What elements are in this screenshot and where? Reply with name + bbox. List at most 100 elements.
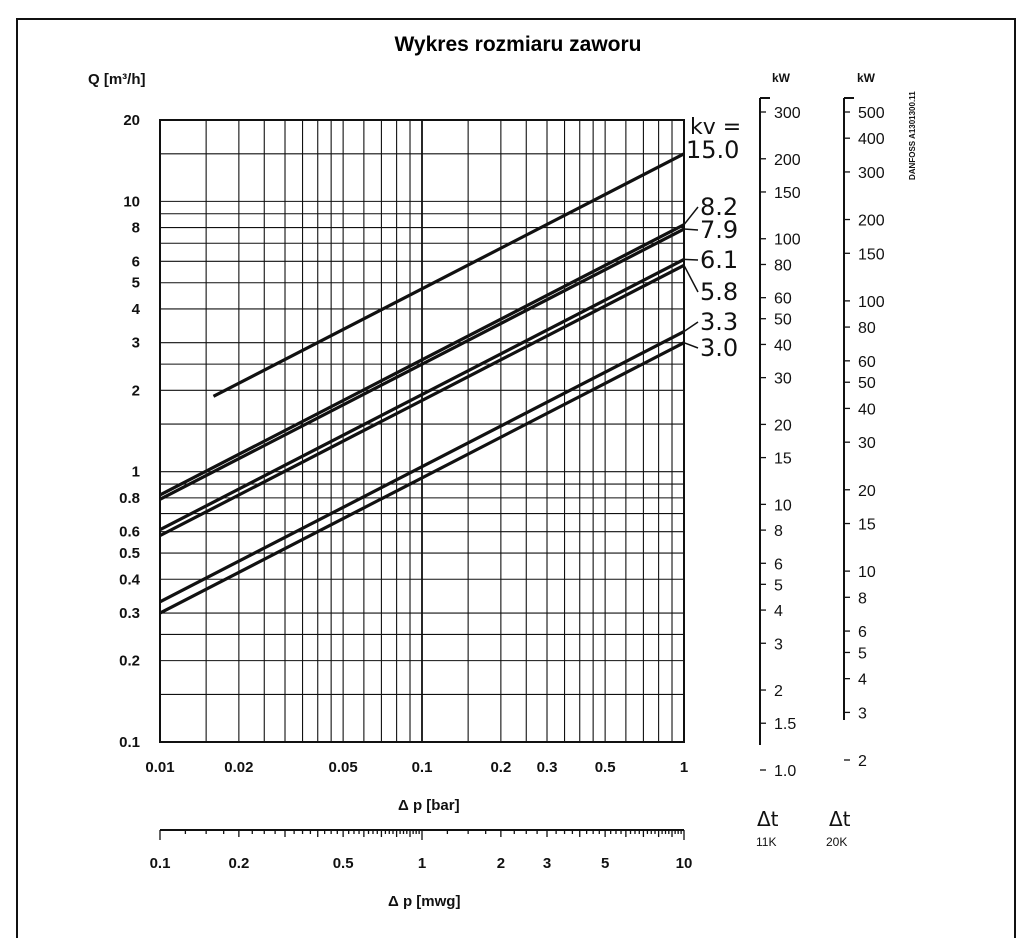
x-tick-label: 0.1: [412, 759, 433, 776]
x2-tick-label: 3: [543, 855, 551, 872]
kw20-tick-label: 60: [858, 354, 876, 371]
kv-leader: [683, 228, 699, 231]
kv-label: 7.9: [700, 216, 738, 244]
kv-line-5.8: [159, 263, 685, 538]
kw11-tick-label: 80: [774, 257, 792, 274]
kw11-tick-label: 30: [774, 371, 792, 388]
kv-line-15.0: [212, 152, 685, 398]
kw11-tick-label: 50: [774, 312, 792, 329]
kw11-tick-label: 150: [774, 185, 801, 202]
y-tick-label: 3: [132, 335, 140, 352]
x-tick-label: 0.5: [595, 759, 616, 776]
kw20-tick-label: 10: [858, 564, 876, 581]
kv-label: 8.2: [700, 193, 738, 221]
kv-leader: [683, 264, 699, 293]
y-tick-label: 8: [132, 220, 140, 237]
delta-20k: Δt: [829, 807, 851, 831]
kw11-tick-label: 8: [774, 523, 783, 540]
kw-label-11k: kW: [772, 71, 791, 85]
x-tick-label: 0.3: [537, 759, 558, 776]
kw20-tick-label: 500: [858, 105, 885, 122]
y-tick-label: 6: [132, 253, 140, 270]
y-tick-label: 20: [123, 112, 140, 129]
y-tick-label: 4: [132, 301, 141, 318]
kv-label: 6.1: [700, 246, 738, 274]
x-tick-label: 1: [680, 759, 688, 776]
delta-11k-sub: 11K: [756, 835, 776, 849]
x2-tick-label: 5: [601, 855, 609, 872]
kw20-tick-label: 20: [858, 483, 876, 500]
y-tick-label: 0.1: [119, 734, 140, 751]
kw11-tick-label: 15: [774, 451, 792, 468]
kv-label: 5.8: [700, 278, 738, 306]
y-tick-label: 0.5: [119, 545, 140, 562]
kw11-tick-label: 2: [774, 683, 783, 700]
kw20-tick-label: 100: [858, 294, 885, 311]
kv-line-6.1: [159, 257, 685, 532]
y-tick-label: 10: [123, 193, 140, 210]
kw20-tick-label: 15: [858, 517, 876, 534]
kw20-tick-label: 300: [858, 165, 885, 182]
x2-tick-label: 0.2: [228, 855, 249, 872]
kw20-tick-label: 80: [858, 320, 876, 337]
kw20-tick-label: 40: [858, 401, 876, 418]
kv-header: kv =: [690, 115, 741, 140]
y-tick-label: 0.4: [119, 571, 141, 588]
kw11-tick-label: 60: [774, 291, 792, 308]
kw11-tick-label: 10: [774, 497, 792, 514]
kw20-tick-label: 4: [858, 672, 867, 689]
x2-tick-label: 0.1: [150, 855, 171, 872]
kw11-tick-label: 20: [774, 417, 792, 434]
kw20-tick-label: 150: [858, 246, 885, 263]
kw11-tick-label: 4: [774, 603, 783, 620]
y-tick-label: 2: [132, 382, 140, 399]
kw20-tick-label: 8: [858, 590, 867, 607]
kv-label: 15.0: [686, 136, 739, 164]
x2-axis-label: Δ p [mwg]: [388, 893, 460, 910]
delta-20k-sub: 20K: [826, 835, 847, 849]
x-tick-label: 0.2: [490, 759, 511, 776]
x-tick-label: 0.02: [224, 759, 253, 776]
y-tick-label: 0.6: [119, 524, 140, 541]
kw20-tick-label: 30: [858, 435, 876, 452]
kw11-tick-label: 6: [774, 556, 783, 573]
chart-frame: [16, 18, 1016, 938]
kw11-tick-label: 5: [774, 577, 783, 594]
kw11-tick-label: 3: [774, 636, 783, 653]
kw-label-20k: kW: [857, 71, 876, 85]
x2-tick-label: 0.5: [333, 855, 354, 872]
plot-grid: [159, 119, 685, 743]
kv-label: 3.3: [700, 308, 738, 336]
y-axis-label: Q [m³/h]: [88, 71, 146, 88]
kw11-tick-label: 1.0: [774, 763, 796, 780]
delta-11k: Δt: [757, 807, 779, 831]
kw20-tick-label: 50: [858, 375, 876, 392]
x-tick-label: 0.01: [145, 759, 174, 776]
x2-tick-label: 1: [418, 855, 426, 872]
kv-leader: [683, 258, 699, 261]
kw11-tick-label: 1.5: [774, 716, 796, 733]
kw11-tick-label: 100: [774, 232, 801, 249]
kw11-tick-label: 300: [774, 105, 801, 122]
kv-label: 3.0: [700, 334, 738, 362]
kw20-tick-label: 400: [858, 131, 885, 148]
x-tick-label: 0.05: [329, 759, 358, 776]
kv-leader: [683, 206, 699, 226]
y-tick-label: 0.8: [119, 490, 140, 507]
plot-series: 15.0 8.27.96.1 5.83.33.0: [159, 136, 739, 615]
x-axis-label: Δ p [bar]: [398, 797, 460, 814]
plot-axes: 20 10 8 6 5 4 3 2 1 0.8 0.6 0.5 0.4 0.3 0.2 0.1 0.01 0.02…: [119, 97, 885, 872]
kw20-tick-label: 3: [858, 705, 867, 722]
y-tick-label: 1: [132, 464, 140, 481]
chart-title: Wykres rozmiaru zaworu: [394, 33, 642, 56]
kv-line-3.0: [159, 341, 685, 615]
kv-line-7.9: [159, 227, 685, 501]
side-code: DANFOSS A1301300.11: [908, 91, 917, 180]
kw20-tick-label: 6: [858, 624, 867, 641]
kv-leader: [683, 342, 699, 349]
y-tick-label: 0.3: [119, 605, 140, 622]
kv-line-8.2: [159, 223, 685, 497]
kw20-tick-label: 5: [858, 645, 867, 662]
kw11-tick-label: 40: [774, 337, 792, 354]
